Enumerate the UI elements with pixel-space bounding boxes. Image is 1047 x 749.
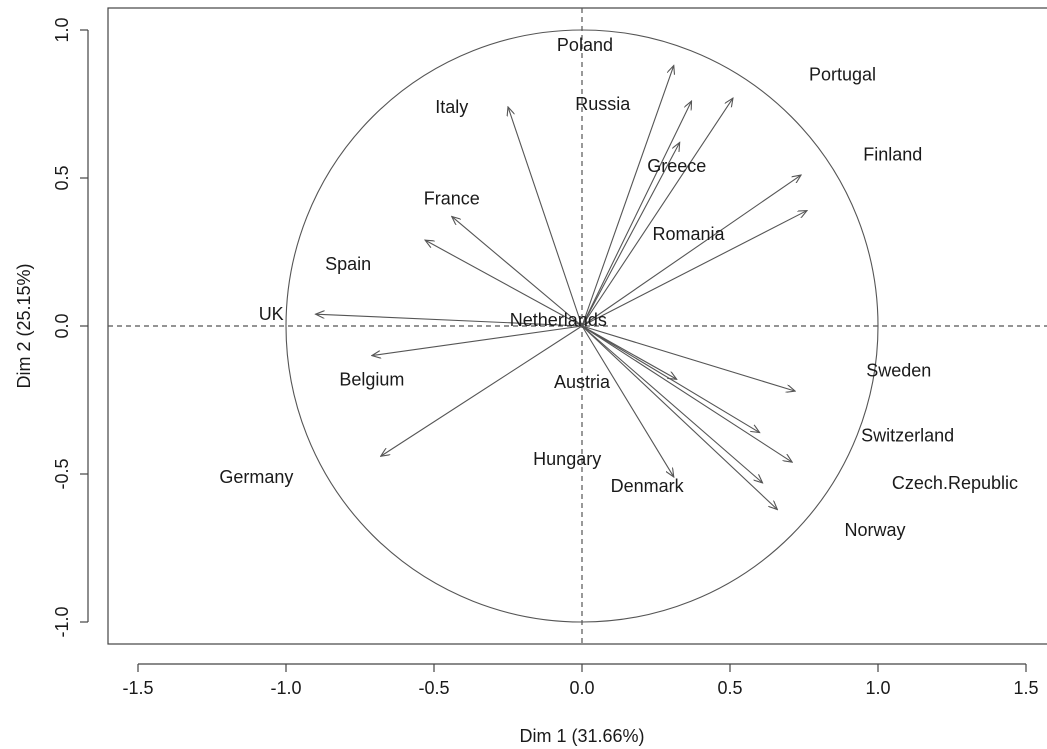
loading-arrow	[452, 216, 583, 327]
y-tick-label: 0.5	[52, 165, 72, 190]
x-tick-label: 1.0	[865, 678, 890, 698]
loading-arrow	[581, 325, 677, 379]
loading-arrow	[581, 325, 777, 510]
variable-label: Spain	[325, 254, 371, 274]
variable-label: Sweden	[866, 360, 931, 380]
loading-arrow	[581, 325, 792, 462]
variable-label: Netherlands	[510, 310, 607, 330]
unit-circle	[285, 29, 879, 623]
y-tick-label: 0.0	[52, 313, 72, 338]
loading-arrow	[508, 107, 583, 327]
variable-label: Hungary	[533, 449, 601, 469]
loading-arrow	[581, 325, 674, 477]
variable-label: Belgium	[339, 369, 404, 389]
y-tick-label: 1.0	[52, 17, 72, 42]
loading-arrow	[581, 211, 807, 327]
x-tick-label: 0.0	[569, 678, 594, 698]
variable-label: Czech.Republic	[892, 473, 1018, 493]
y-axis-title: Dim 2 (25.15%)	[14, 263, 34, 388]
x-tick-label: 0.5	[717, 678, 742, 698]
loading-arrow	[581, 325, 763, 483]
variable-label: Finland	[863, 144, 922, 164]
x-tick-label: -1.5	[122, 678, 153, 698]
loading-arrow	[581, 142, 680, 327]
variable-label: Germany	[219, 467, 293, 487]
x-tick-label: -1.0	[270, 678, 301, 698]
loading-arrow	[425, 240, 583, 327]
variable-label: Norway	[845, 520, 906, 540]
variable-label: Poland	[557, 35, 613, 55]
x-tick-label: -0.5	[418, 678, 449, 698]
loading-arrow	[581, 66, 674, 327]
variable-label: Italy	[435, 97, 468, 117]
variable-label: Greece	[647, 156, 706, 176]
x-tick-label: 1.5	[1013, 678, 1038, 698]
x-axis-title: Dim 1 (31.66%)	[519, 726, 644, 746]
loading-arrow	[372, 325, 583, 356]
loading-arrow	[581, 175, 801, 327]
variable-label: Portugal	[809, 64, 876, 84]
variable-label: Austria	[554, 372, 611, 392]
loading-arrow	[381, 325, 583, 456]
variable-label: Russia	[575, 94, 631, 114]
variable-label: Romania	[653, 224, 726, 244]
loading-arrow	[581, 325, 795, 391]
loading-arrow	[581, 101, 692, 327]
variable-label: Denmark	[611, 476, 685, 496]
variable-label: UK	[259, 304, 284, 324]
loading-arrow	[316, 314, 583, 327]
variable-label: Switzerland	[861, 426, 954, 446]
variable-label: France	[424, 189, 480, 209]
loading-arrow	[581, 98, 733, 327]
y-tick-label: -0.5	[52, 458, 72, 489]
y-tick-label: -1.0	[52, 606, 72, 637]
